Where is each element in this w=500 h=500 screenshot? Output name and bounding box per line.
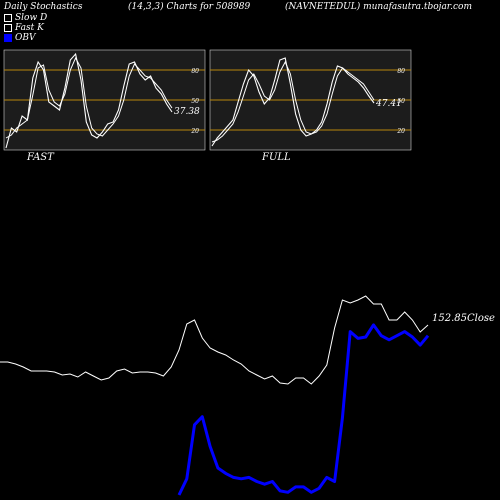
chart-title-left: Daily Stochastics xyxy=(4,2,83,12)
legend-obv-swatch xyxy=(4,34,12,42)
full-d-line xyxy=(211,60,375,143)
legend-slow-d-label: Slow D xyxy=(15,13,48,23)
legend-fast-k-label: Fast K xyxy=(15,23,44,33)
full-last-value-label: 47.41 xyxy=(375,99,402,109)
fast-level-label-50: 50 xyxy=(191,98,199,105)
full-k-line xyxy=(211,57,375,147)
fast-last-value-label: 37.38 xyxy=(174,107,200,117)
full-level-label-50: 50 xyxy=(397,98,405,105)
legend-fast-k: Fast K xyxy=(4,23,44,33)
fast-level-label-20: 20 xyxy=(190,128,199,135)
legend-slow-d-swatch xyxy=(4,14,12,22)
close-last-value-label: 152.85 xyxy=(432,313,467,324)
obv-line xyxy=(177,323,430,496)
full-level-label-80: 80 xyxy=(397,68,405,75)
chart-title-right: (NAVNETEDUL) munafasutra.tbojar.com xyxy=(285,2,472,12)
fast-panel-label: FAST xyxy=(27,152,54,163)
legend-slow-d: Slow D xyxy=(4,13,47,23)
legend-obv: OBV xyxy=(4,33,36,43)
close-price-line xyxy=(0,295,429,385)
fast-level-label-80: 80 xyxy=(191,68,199,75)
fast-k-line xyxy=(5,52,173,149)
fast-d-line xyxy=(5,56,173,139)
close-label: Close xyxy=(467,313,495,324)
chart-title-center: (14,3,3) Charts for 508989 xyxy=(128,2,251,12)
full-panel-label: FULL xyxy=(262,152,291,163)
legend-obv-label: OBV xyxy=(15,33,36,43)
legend-fast-k-swatch xyxy=(4,24,12,32)
full-level-label-20: 20 xyxy=(396,128,405,135)
